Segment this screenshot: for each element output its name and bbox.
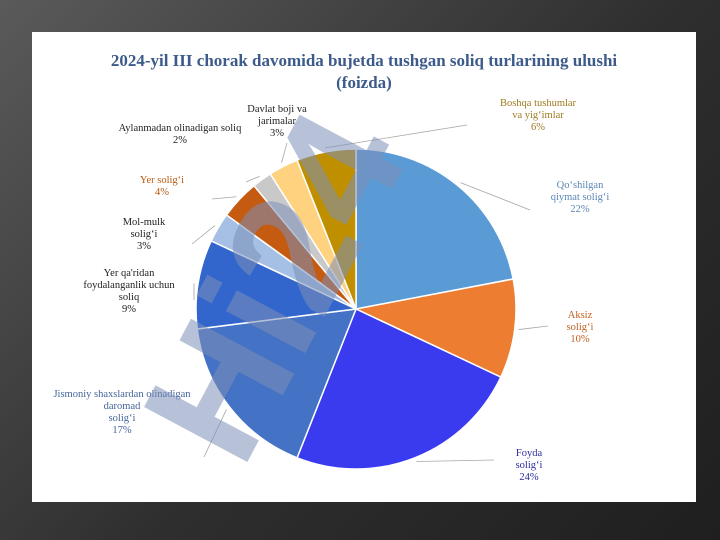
pie-chart: Qo‘shilgan qiymat solig‘i 22% Aksiz solig‘i 1… <box>53 83 609 489</box>
leader-line <box>203 409 227 458</box>
leader-line <box>211 196 237 200</box>
leader-line <box>325 124 468 149</box>
pie-slice <box>355 148 515 310</box>
pie-slice <box>296 307 502 470</box>
slice-label: Davlat boji va jarimalar 3% <box>247 104 307 139</box>
pie-slices <box>195 148 517 470</box>
slice-label: Mol-mulk solig‘i 3% <box>123 217 166 252</box>
pie-slice <box>296 148 357 310</box>
pie-slice <box>196 308 358 459</box>
chart-title: 2024-yil III chorak davomida bujetda tus… <box>32 50 696 94</box>
leader-line <box>191 225 216 245</box>
slice-label: Qo‘shilgan qiymat solig‘i 22% <box>551 180 610 215</box>
slice-label: Aksiz solig‘i 10% <box>567 310 594 345</box>
slice-label: Jismoniy shaxslardan olinadigan daromad so… <box>53 389 191 436</box>
leader-lines <box>191 124 549 462</box>
pie-slice <box>353 278 517 379</box>
leader-line <box>416 459 495 462</box>
slice-labels: Qo‘shilgan qiymat solig‘i 22% Aksiz solig‘i 1… <box>53 98 609 483</box>
slice-label: Foyda solig‘i 24% <box>516 448 543 483</box>
slice-label: Yer solig‘i 4% <box>140 175 184 198</box>
slice-label: Yer qa'ridan foydalanganlik uchun soliq 9% <box>83 268 175 315</box>
slice-label: Boshqa tushumlar va yig‘imlar 6% <box>500 98 577 133</box>
pie-slice <box>195 239 359 330</box>
chart-title-line2: (foizda) <box>336 73 392 92</box>
chart-card: 2024-yil III chorak davomida bujetda tus… <box>32 32 696 502</box>
leader-line <box>281 142 288 163</box>
leader-line <box>460 182 531 211</box>
leader-line <box>518 325 549 330</box>
leader-line <box>245 175 260 183</box>
slice-label: Aylanmadan olinadigan soliq 2% <box>119 123 242 146</box>
chart-title-line1: 2024-yil III chorak davomida bujetda tus… <box>110 51 618 70</box>
